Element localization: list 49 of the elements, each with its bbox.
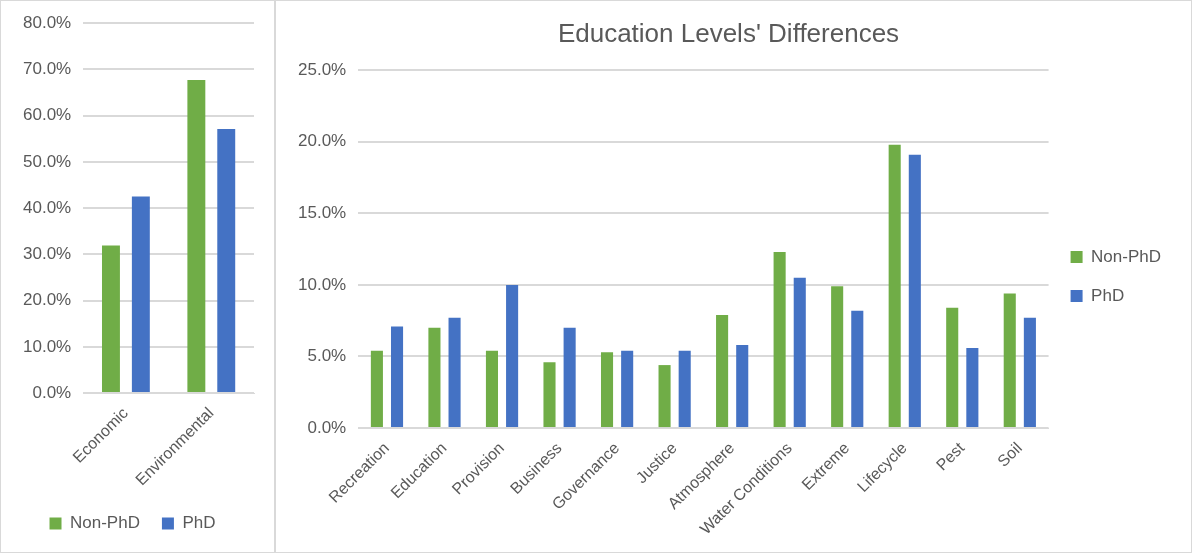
bar	[736, 345, 749, 428]
bar	[793, 277, 806, 428]
y-tick-label: 0.0%	[32, 382, 72, 402]
y-tick-label: 50.0%	[23, 151, 72, 171]
y-tick-label: 10.0%	[298, 274, 347, 294]
bar	[101, 245, 120, 393]
bar	[888, 144, 901, 428]
bar	[621, 350, 634, 428]
bar	[831, 286, 844, 428]
bar	[1023, 317, 1036, 428]
bar	[217, 129, 236, 393]
legend-label: Non-PhD	[1091, 246, 1161, 266]
legend-label: PhD	[182, 513, 216, 533]
bar	[908, 154, 921, 428]
y-tick-label: 60.0%	[23, 105, 72, 125]
y-tick-label: 20.0%	[23, 290, 72, 310]
bar	[485, 350, 499, 428]
bar	[966, 347, 979, 428]
y-tick-label: 10.0%	[23, 336, 72, 356]
bar	[716, 314, 729, 428]
legend-label: PhD	[1091, 285, 1125, 305]
bar	[131, 196, 150, 393]
y-tick-label: 25.0%	[298, 59, 347, 79]
y-tick-label: 0.0%	[307, 417, 347, 437]
bar	[1003, 293, 1016, 428]
bar	[600, 352, 614, 428]
y-tick-label: 40.0%	[23, 197, 72, 217]
y-tick-label: 20.0%	[298, 131, 347, 151]
bar	[543, 362, 556, 428]
bar	[851, 310, 864, 428]
bar	[678, 350, 691, 428]
bar	[391, 326, 404, 428]
bar	[658, 365, 671, 428]
y-tick-label: 70.0%	[23, 59, 72, 79]
y-tick-label: 5.0%	[307, 346, 347, 366]
bar	[773, 252, 786, 428]
y-tick-label: 80.0%	[23, 12, 72, 32]
bar	[563, 327, 576, 428]
bar	[187, 80, 206, 393]
bar	[428, 327, 441, 428]
bar	[946, 307, 959, 428]
legend-label: Non-PhD	[70, 513, 140, 533]
bar	[506, 284, 519, 428]
bar	[448, 317, 461, 428]
y-tick-label: 30.0%	[23, 244, 72, 264]
chart-title: Education Levels' Differences	[557, 17, 900, 48]
y-tick-label: 15.0%	[298, 203, 347, 223]
x-tick-label: Soil	[994, 439, 1026, 470]
bar	[370, 350, 383, 428]
